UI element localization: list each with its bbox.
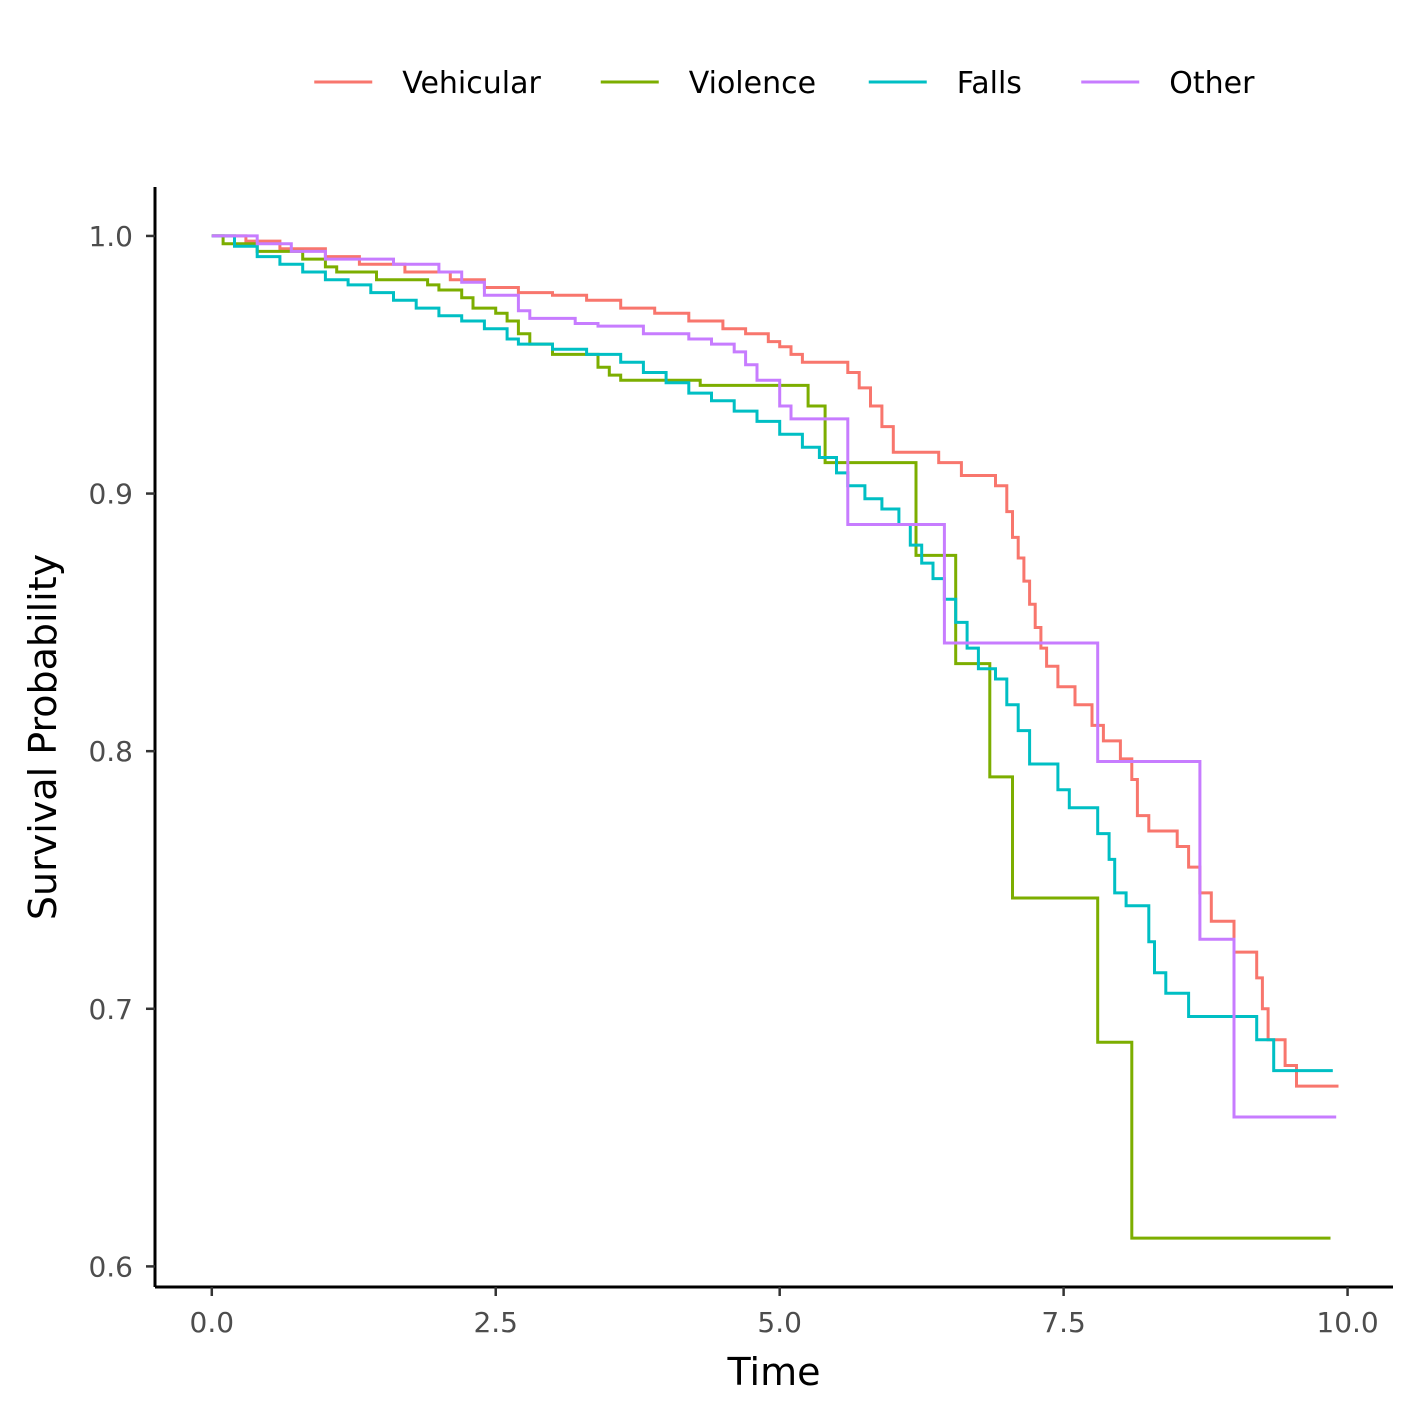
legend-item-vehicular: Vehicular	[314, 66, 541, 101]
legend-item-violence: Violence	[600, 66, 816, 101]
plot-lines	[211, 234, 1339, 1240]
x-tick-label: 7.5	[1041, 1306, 1086, 1339]
y-axis-ticks: 0.6 0.7 0.8 0.9 1.0	[88, 220, 155, 1283]
legend-label: Other	[1169, 66, 1255, 101]
legend-label: Vehicular	[402, 66, 541, 101]
x-tick-label: 10.0	[1316, 1306, 1378, 1339]
x-tick-label: 2.5	[473, 1306, 518, 1339]
x-tick-label: 0.0	[190, 1306, 235, 1339]
x-axis-ticks: 0.0 2.5 5.0 7.5 10.0	[190, 1287, 1379, 1339]
y-tick-label: 0.6	[88, 1250, 133, 1283]
legend-item-other: Other	[1081, 66, 1255, 101]
legend-label: Falls	[957, 66, 1022, 101]
x-tick-label: 5.0	[757, 1306, 802, 1339]
y-tick-label: 0.8	[88, 735, 133, 768]
y-tick-label: 0.9	[88, 478, 133, 511]
legend-item-falls: Falls	[868, 66, 1022, 101]
legend-label: Violence	[689, 66, 816, 101]
series-line-vehicular	[211, 234, 1339, 1088]
x-axis-title: Time	[727, 1350, 821, 1394]
legend: Vehicular Violence Falls Other	[314, 66, 1255, 101]
y-tick-label: 0.7	[88, 993, 133, 1026]
y-tick-label: 1.0	[88, 220, 133, 253]
series-line-falls	[211, 234, 1333, 1073]
series-line-other	[211, 234, 1337, 1119]
y-axis-title: Survival Probability	[21, 554, 65, 920]
series-line-violence	[211, 234, 1331, 1240]
